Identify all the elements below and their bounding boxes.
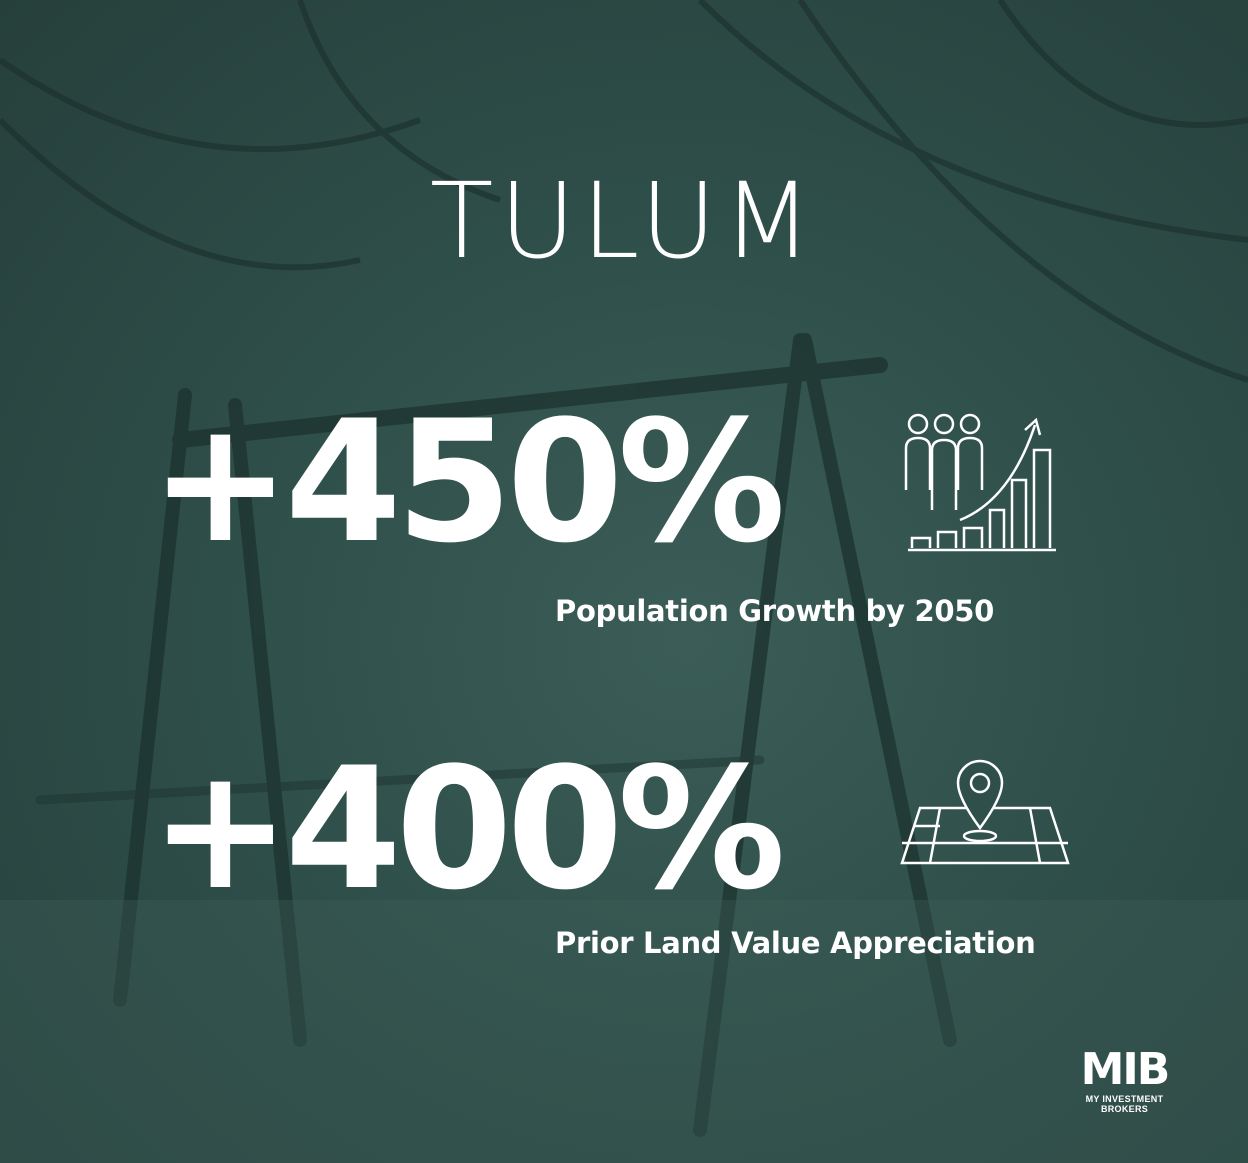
land-value-label: Prior Land Value Appreciation [555,926,1036,960]
population-growth-stat: +450% [150,384,786,580]
population-growth-chart-icon [904,413,1056,552]
land-value-stat: +400% [150,731,786,927]
logo-company-name: MY INVESTMENT BROKERS [1085,1094,1164,1114]
page-title: TULUM [429,160,819,282]
logo-mark: MIB [1080,1044,1171,1095]
company-logo: MIB MY INVESTMENT BROKERS [1062,1044,1187,1115]
map-location-pin-icon [900,759,1070,865]
population-growth-label: Population Growth by 2050 [555,594,994,628]
